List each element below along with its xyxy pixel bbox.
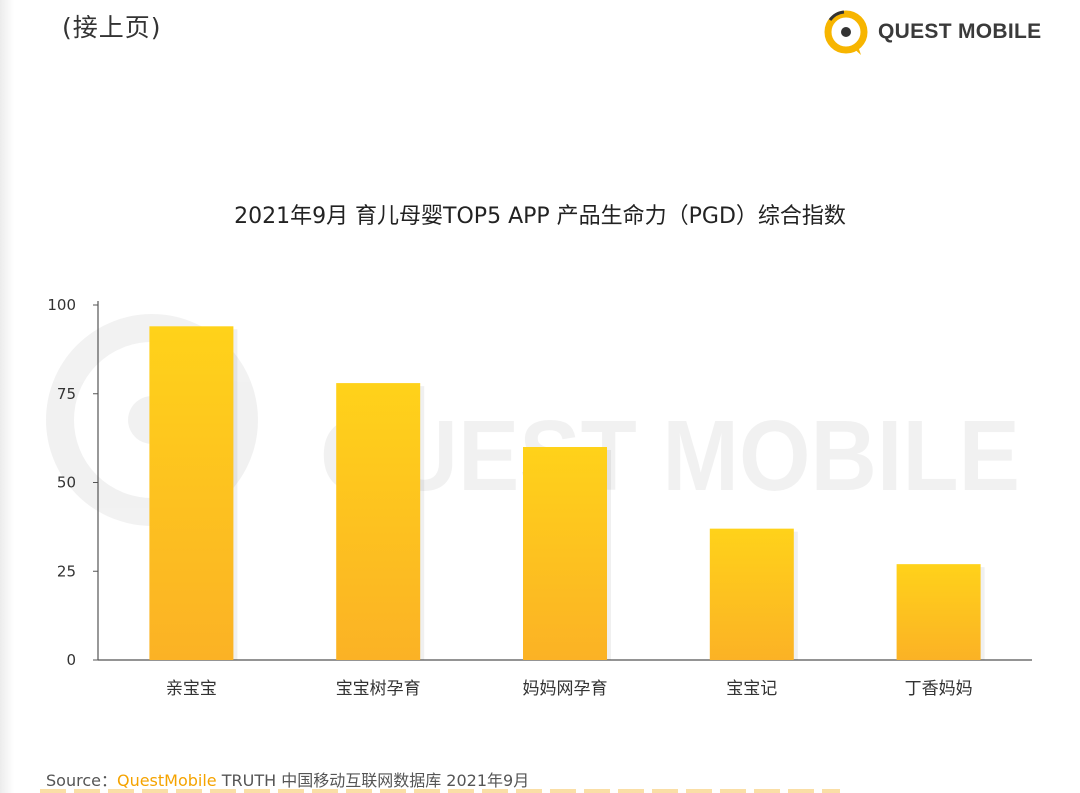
- bar: [709, 528, 794, 660]
- continued-label: (接上页): [62, 13, 162, 42]
- bar: [336, 383, 421, 660]
- source-prefix: Source：: [46, 771, 117, 790]
- chart-title: 2021年9月 育儿母婴TOP5 APP 产品生命力（PGD）综合指数: [234, 204, 846, 229]
- bar: [896, 564, 981, 660]
- left-edge-shade: [0, 0, 14, 793]
- bar: [149, 326, 234, 660]
- y-tick-label: 100: [47, 296, 76, 314]
- y-tick-label: 75: [57, 385, 76, 403]
- x-category-label: 宝宝记: [726, 679, 777, 699]
- x-category-label: 亲宝宝: [166, 679, 217, 699]
- x-category-label: 宝宝树孕育: [336, 679, 421, 699]
- bottom-cut-strip: [40, 789, 840, 793]
- source-note: Source：QuestMobile TRUTH 中国移动互联网数据库 2021…: [46, 767, 529, 791]
- bar-chart: QUEST MOBILE 0 25 50 75 100 亲宝宝 宝宝树孕育 妈妈网孕育 宝宝记…: [46, 296, 1032, 699]
- questmobile-logo-icon: [824, 10, 868, 55]
- y-tick-label: 0: [66, 651, 76, 669]
- svg-text:QUEST MOBILE: QUEST MOBILE: [320, 400, 1020, 512]
- x-category-label: 丁香妈妈: [905, 679, 973, 699]
- x-category-label: 妈妈网孕育: [523, 679, 608, 699]
- brand-name: QUEST MOBILE: [878, 20, 1042, 43]
- source-brand: QuestMobile: [116, 771, 217, 790]
- brand-logo: QUEST MOBILE: [820, 6, 1041, 58]
- source-detail: TRUTH 中国移动互联网数据库 2021年9月: [216, 771, 530, 790]
- bar: [523, 447, 607, 660]
- y-tick-label: 50: [57, 474, 76, 492]
- y-tick-label: 25: [57, 562, 76, 580]
